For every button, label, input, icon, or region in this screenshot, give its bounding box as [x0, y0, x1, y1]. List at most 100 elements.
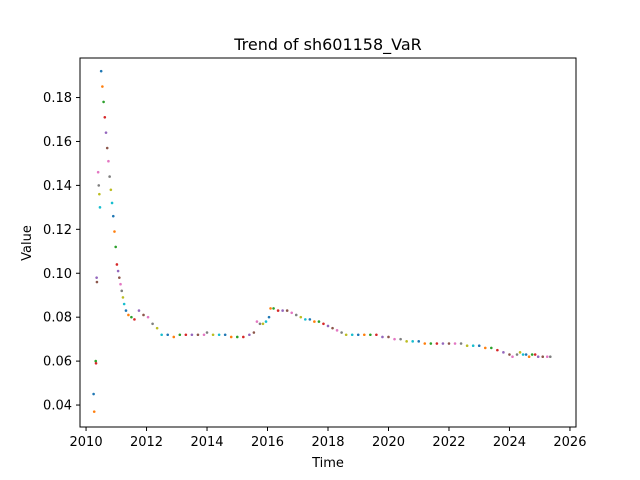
- plot-area: [79, 57, 577, 428]
- y-axis-label: Value: [20, 225, 35, 261]
- data-point: [99, 69, 103, 73]
- x-axis-label: Time: [311, 456, 344, 471]
- data-point: [393, 337, 396, 341]
- data-point: [340, 331, 343, 334]
- data-point: [252, 331, 256, 334]
- data-point: [166, 333, 170, 337]
- data-point: [411, 340, 414, 343]
- data-point: [242, 335, 245, 339]
- data-point: [356, 333, 360, 337]
- data-point: [435, 342, 439, 345]
- data-point: [205, 331, 209, 334]
- data-point: [190, 333, 194, 337]
- data-point: [313, 320, 316, 323]
- data-point: [294, 313, 298, 317]
- data-point: [101, 85, 104, 88]
- data-point: [511, 355, 514, 359]
- data-point: [102, 100, 105, 104]
- data-point: [94, 359, 98, 363]
- x-axis: 2010 2012 2014 2016 2018 2020 2022 2024 2026: [70, 427, 586, 450]
- data-point: [202, 333, 206, 337]
- x-tick-label: 2026: [553, 435, 586, 450]
- y-tick-label: 0.14: [43, 179, 72, 194]
- data-point: [127, 313, 130, 317]
- data-point: [109, 188, 113, 192]
- data-point: [107, 159, 110, 163]
- data-point: [350, 333, 354, 337]
- data-point: [548, 355, 552, 359]
- data-point: [122, 302, 126, 306]
- data-point: [515, 353, 519, 356]
- data-point: [119, 282, 122, 286]
- data-point: [196, 333, 200, 337]
- data-point: [541, 355, 545, 359]
- x-tick-label: 2022: [432, 435, 465, 450]
- data-point: [536, 355, 540, 359]
- data-point: [172, 335, 176, 339]
- data-point: [235, 335, 239, 339]
- data-point: [272, 307, 275, 310]
- data-point: [110, 201, 114, 205]
- data-point: [92, 410, 96, 413]
- y-axis: 0.04 0.06 0.08 0.10 0.12 0.14 0.16 0.18: [43, 91, 80, 414]
- data-point: [155, 326, 159, 330]
- data-point: [258, 322, 262, 326]
- data-point: [375, 333, 378, 337]
- data-point: [97, 184, 101, 187]
- data-point: [322, 322, 325, 326]
- data-point: [124, 309, 128, 312]
- data-point: [417, 340, 421, 343]
- data-point: [146, 315, 150, 319]
- data-point: [441, 342, 445, 345]
- x-tick-label: 2010: [70, 435, 103, 450]
- data-point: [94, 362, 98, 365]
- data-point: [447, 342, 451, 345]
- data-point: [108, 175, 111, 178]
- data-point: [483, 346, 487, 350]
- data-point: [381, 335, 384, 339]
- data-point: [281, 309, 284, 312]
- x-tick-label: 2012: [130, 435, 163, 450]
- data-point: [423, 342, 427, 345]
- data-point: [331, 326, 334, 330]
- data-point: [248, 333, 251, 337]
- data-point: [229, 335, 233, 339]
- data-point: [362, 333, 366, 337]
- x-tick-label: 2024: [493, 435, 526, 450]
- data-point: [496, 348, 499, 352]
- x-tick-label: 2014: [190, 435, 223, 450]
- data-point: [369, 333, 372, 337]
- data-point: [387, 335, 390, 339]
- data-point: [116, 269, 120, 273]
- data-point: [471, 344, 475, 348]
- data-point: [264, 320, 268, 323]
- x-tick-label: 2020: [372, 435, 405, 450]
- data-point: [184, 333, 188, 337]
- y-tick-label: 0.04: [43, 399, 72, 414]
- data-point: [96, 170, 100, 174]
- y-tick-label: 0.18: [43, 91, 72, 106]
- data-point: [405, 340, 408, 343]
- data-point: [211, 333, 215, 337]
- data-point: [465, 344, 469, 348]
- data-point: [326, 324, 330, 328]
- y-tick-label: 0.16: [43, 135, 72, 150]
- data-point: [308, 318, 312, 321]
- y-tick-label: 0.08: [43, 311, 72, 326]
- data-point: [344, 333, 348, 337]
- data-point: [120, 289, 124, 293]
- data-point: [267, 315, 271, 319]
- data-point: [121, 296, 125, 299]
- data-point: [103, 116, 107, 119]
- x-tick-label: 2018: [311, 435, 344, 450]
- data-point: [453, 342, 457, 345]
- data-point: [261, 322, 265, 326]
- y-tick-label: 0.06: [43, 355, 72, 370]
- data-point: [518, 351, 522, 354]
- data-point: [399, 337, 402, 341]
- data-point: [137, 309, 141, 312]
- x-tick-label: 2016: [251, 435, 284, 450]
- data-point: [317, 320, 321, 323]
- y-tick-label: 0.12: [43, 223, 72, 238]
- data-point: [429, 342, 433, 345]
